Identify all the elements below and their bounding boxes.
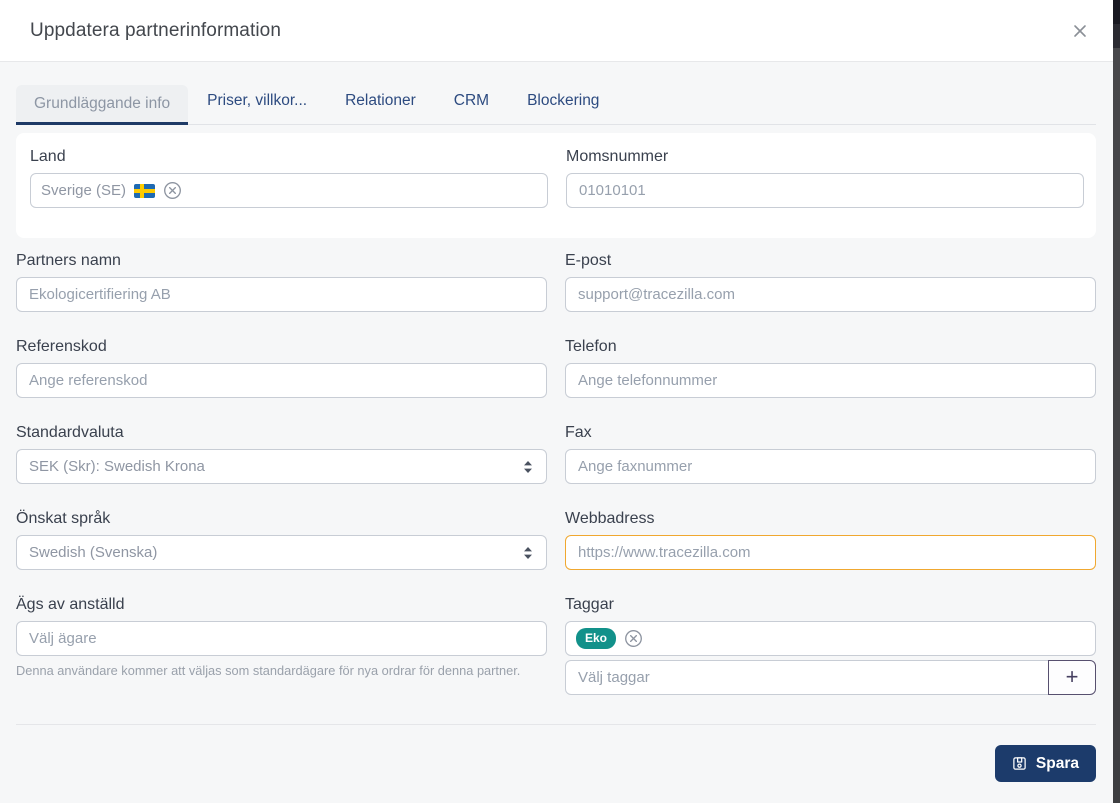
plus-icon: + (1065, 663, 1079, 689)
epost-label: E-post (565, 252, 612, 269)
taggar-label: Taggar (565, 596, 614, 613)
tag-item: Eko (576, 628, 643, 649)
tag-remove-icon[interactable] (624, 629, 643, 648)
epost-field-group: E-post (565, 251, 1096, 312)
tab-crm[interactable]: CRM (453, 92, 490, 109)
land-input[interactable]: Sverige (SE) (30, 173, 548, 208)
telefon-label: Telefon (565, 338, 617, 355)
webbadress-input[interactable] (565, 535, 1096, 570)
onskat-sprak-select[interactable]: Swedish (Svenska) (16, 535, 547, 570)
modal-body: Grundläggande info Priser, villkor... Re… (0, 62, 1113, 803)
momsnummer-input[interactable] (566, 173, 1084, 208)
onskat-sprak-label: Önskat språk (16, 510, 111, 527)
close-icon (1073, 24, 1087, 38)
webbadress-field-group: Webbadress (565, 509, 1096, 570)
referenskod-field-group: Referenskod (16, 337, 547, 398)
country-vat-card: Land Sverige (SE) Momsnummer (16, 133, 1096, 238)
webbadress-label: Webbadress (565, 510, 655, 527)
fax-label: Fax (565, 424, 592, 441)
partners-namn-input[interactable] (16, 277, 547, 312)
ags-av-anstalld-label: Ägs av anställd (16, 596, 125, 613)
momsnummer-field-group: Momsnummer (566, 147, 1084, 208)
standardvaluta-select[interactable]: SEK (Skr): Swedish Krona (16, 449, 547, 484)
save-button[interactable]: Spara (994, 745, 1096, 782)
modal-header: Uppdatera partnerinformation (0, 0, 1113, 62)
add-tag-button[interactable]: + (1048, 660, 1096, 695)
partners-namn-label: Partners namn (16, 252, 121, 269)
ags-av-anstalld-field-group: Ägs av anställd Denna användare kommer a… (16, 595, 547, 680)
fax-input[interactable] (565, 449, 1096, 484)
close-button[interactable] (1069, 20, 1091, 42)
modal-footer: Spara (16, 724, 1096, 803)
referenskod-input[interactable] (16, 363, 547, 398)
land-field-group: Land Sverige (SE) (30, 147, 548, 208)
partner-form: Partners namn E-post Referenskod Telefon… (16, 251, 1096, 695)
standardvaluta-label: Standardvaluta (16, 424, 124, 441)
telefon-input[interactable] (565, 363, 1096, 398)
taggar-selected-box[interactable]: Eko (565, 621, 1096, 656)
standardvaluta-field-group: Standardvaluta SEK (Skr): Swedish Krona (16, 423, 547, 484)
owner-helper-text: Denna användare kommer att väljas som st… (16, 663, 521, 678)
tab-relationer[interactable]: Relationer (345, 92, 416, 109)
standardvaluta-value: SEK (Skr): Swedish Krona (29, 458, 205, 475)
select-arrows-icon (522, 460, 534, 474)
select-arrows-icon (522, 546, 534, 560)
land-remove-icon[interactable] (163, 181, 182, 200)
momsnummer-label: Momsnummer (566, 148, 669, 165)
save-button-label: Spara (1035, 754, 1079, 772)
land-label: Land (30, 148, 66, 165)
tab-priser-villkor[interactable]: Priser, villkor... (207, 92, 308, 109)
page-scrollbar[interactable] (1113, 0, 1120, 803)
ags-av-anstalld-input[interactable] (16, 621, 547, 656)
onskat-sprak-field-group: Önskat språk Swedish (Svenska) (16, 509, 547, 570)
referenskod-label: Referenskod (16, 338, 107, 355)
swedish-flag-icon (134, 183, 156, 198)
save-icon (1012, 756, 1027, 771)
tab-grundlaggande-info[interactable]: Grundläggande info (16, 85, 189, 125)
tab-blockering[interactable]: Blockering (527, 92, 600, 109)
taggar-field-group: Taggar Eko (565, 595, 1096, 695)
partners-namn-field-group: Partners namn (16, 251, 547, 312)
fax-field-group: Fax (565, 423, 1096, 484)
tag-pill-eko: Eko (576, 628, 617, 649)
tag-picker: + (565, 660, 1096, 695)
valj-taggar-input[interactable] (565, 660, 1049, 695)
onskat-sprak-value: Swedish (Svenska) (29, 544, 158, 561)
land-value: Sverige (SE) (41, 182, 127, 199)
telefon-field-group: Telefon (565, 337, 1096, 398)
epost-input[interactable] (565, 277, 1096, 312)
modal-title: Uppdatera partnerinformation (30, 19, 281, 41)
tab-bar: Grundläggande info Priser, villkor... Re… (16, 82, 1096, 125)
